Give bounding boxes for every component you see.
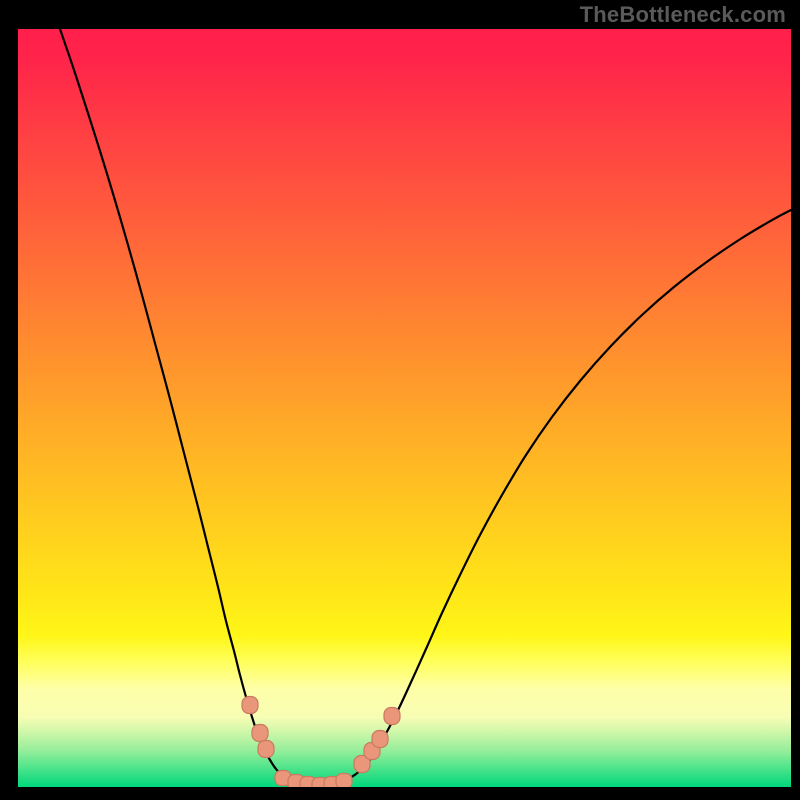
watermark-label: TheBottleneck.com	[580, 2, 786, 28]
data-marker	[258, 741, 274, 758]
data-marker	[384, 708, 400, 725]
data-marker	[252, 725, 268, 742]
data-marker	[242, 697, 258, 714]
plot-svg	[18, 29, 791, 787]
data-marker	[336, 774, 352, 788]
plot-area	[18, 29, 791, 787]
data-marker	[372, 731, 388, 748]
gradient-background	[18, 29, 791, 787]
chart-root: TheBottleneck.com	[0, 0, 800, 800]
